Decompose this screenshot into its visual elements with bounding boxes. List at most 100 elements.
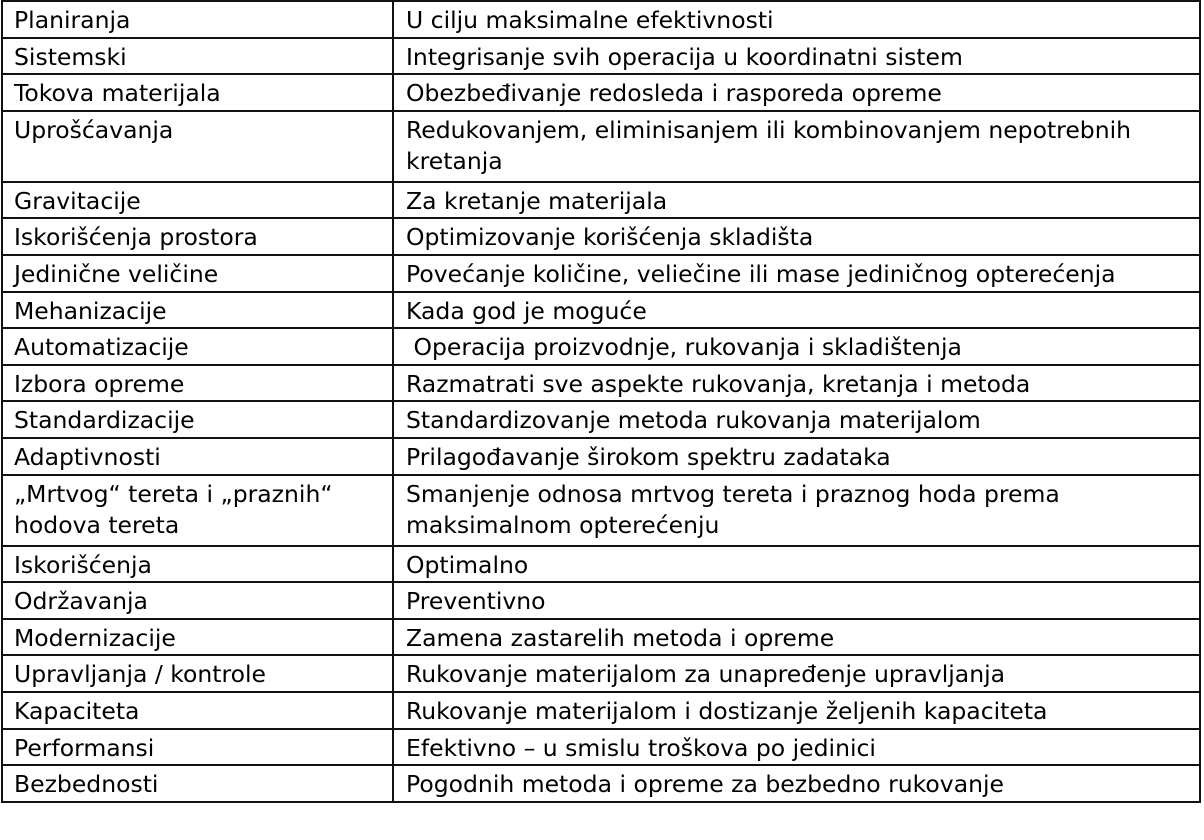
principle-cell: Sistemski xyxy=(1,36,394,76)
description-text: Zamena zastarelih metoda i opreme xyxy=(406,623,835,652)
description-cell: Razmatrati sve aspekte rukovanja, kretan… xyxy=(392,363,1201,403)
principle-cell: Planiranja xyxy=(1,0,394,39)
table-row: Mehanizacije Kada god je moguće xyxy=(1,290,1201,330)
principle-cell: „Mrtvog“ tereta i „praznih“ hodova teret… xyxy=(1,473,394,547)
description-cell: Pogodnih metoda i opreme za bezbedno ruk… xyxy=(392,764,1201,803)
description-cell: Efektivno – u smislu troškova po jedinic… xyxy=(392,727,1201,767)
table-row: Performansi Efektivno – u smislu troškova… xyxy=(1,727,1201,767)
table-row: Uprošćavanja Redukovanjem, eliminisanjem … xyxy=(1,109,1201,183)
principle-cell: Bezbednosti xyxy=(1,764,394,803)
description-text: Integrisanje svih operacija u koordinatn… xyxy=(406,42,963,71)
description-cell: Rukovanje materijalom za unapređenje upr… xyxy=(392,654,1201,693)
principle-cell: Automatizacije xyxy=(1,327,394,366)
table-row: Planiranja U cilju maksimalne efektivnost… xyxy=(1,0,1201,39)
table-row: Održavanja Preventivno xyxy=(1,581,1201,620)
description-cell: Za kretanje materijala xyxy=(392,180,1201,220)
description-cell: Integrisanje svih operacija u koordinatn… xyxy=(392,36,1201,76)
description-text: Povećanje količine, veliečine ili mase j… xyxy=(406,259,1116,288)
principle-cell: Jedinične veličine xyxy=(1,253,394,293)
principle-text: Kapaciteta xyxy=(14,696,140,725)
table-row: Upravljanja / kontrole Rukovanje materija… xyxy=(1,654,1201,693)
description-text: Pogodnih metoda i opreme za bezbedno ruk… xyxy=(406,770,1004,799)
principle-text: Gravitacije xyxy=(14,186,141,215)
description-cell: Optimalno xyxy=(392,544,1201,584)
table-row: Iskorišćenja Optimalno xyxy=(1,544,1201,584)
principle-text: Automatizacije xyxy=(14,333,189,362)
principle-text: Planiranja xyxy=(14,6,131,34)
description-text: Redukovanjem, eliminisanjem ili kombinov… xyxy=(406,115,1139,175)
description-text: U cilju maksimalne efektivnosti xyxy=(406,6,774,34)
principle-text: Uprošćavanja xyxy=(14,115,174,144)
description-text: Razmatrati sve aspekte rukovanja, kretan… xyxy=(406,369,1031,398)
description-cell: Operacija proizvodnje, rukovanja i sklad… xyxy=(392,327,1201,366)
table-row: Standardizacije Standardizovanje metoda r… xyxy=(1,400,1201,439)
principle-text: Modernizacije xyxy=(14,623,176,652)
description-text: Prilagođavanje širokom spektru zadataka xyxy=(406,442,891,471)
description-text: Smanjenje odnosa mrtvog tereta i praznog… xyxy=(406,479,1068,539)
description-cell: Rukovanje materijalom i dostizanje želje… xyxy=(392,690,1201,730)
principle-text: Mehanizacije xyxy=(14,296,167,325)
principle-text: Standardizacije xyxy=(14,406,195,435)
principles-table: Planiranja U cilju maksimalne efektivnost… xyxy=(1,0,1201,803)
description-text: Obezbeđivanje redosleda i rasporeda opre… xyxy=(406,79,942,108)
description-text: Optimalno xyxy=(406,550,529,579)
principle-cell: Modernizacije xyxy=(1,617,394,657)
table-row: Sistemski Integrisanje svih operacija u k… xyxy=(1,36,1201,76)
description-text: Rukovanje materijalom i dostizanje želje… xyxy=(406,696,1048,725)
description-text: Rukovanje materijalom za unapređenje upr… xyxy=(406,660,1006,689)
principle-text: Sistemski xyxy=(14,42,127,71)
table-row: Iskorišćenja prostora Optimizovanje koriš… xyxy=(1,217,1201,256)
table-row: Modernizacije Zamena zastarelih metoda i … xyxy=(1,617,1201,657)
description-text: Kada god je moguće xyxy=(406,296,647,325)
principle-cell: Kapaciteta xyxy=(1,690,394,730)
description-text: Efektivno – u smislu troškova po jedinic… xyxy=(406,733,876,762)
principle-text: Iskorišćenja prostora xyxy=(14,223,258,252)
principle-cell: Tokova materijala xyxy=(1,73,394,112)
description-text: Operacija proizvodnje, rukovanja i sklad… xyxy=(406,333,962,362)
description-cell: Smanjenje odnosa mrtvog tereta i praznog… xyxy=(392,473,1201,547)
principle-cell: Adaptivnosti xyxy=(1,436,394,476)
principle-cell: Iskorišćenja prostora xyxy=(1,217,394,256)
principle-cell: Standardizacije xyxy=(1,400,394,439)
principle-cell: Gravitacije xyxy=(1,180,394,220)
principle-cell: Održavanja xyxy=(1,581,394,620)
description-text: Za kretanje materijala xyxy=(406,186,668,215)
description-cell: Povećanje količine, veliečine ili mase j… xyxy=(392,253,1201,293)
principle-text: Bezbednosti xyxy=(14,770,159,799)
description-text: Optimizovanje korišćenja skladišta xyxy=(406,223,814,252)
description-cell: Preventivno xyxy=(392,581,1201,620)
principle-cell: Izbora opreme xyxy=(1,363,394,403)
principle-cell: Iskorišćenja xyxy=(1,544,394,584)
table-row: Izbora opreme Razmatrati sve aspekte ruko… xyxy=(1,363,1201,403)
principle-text: Jedinične veličine xyxy=(14,259,219,288)
principle-text: Izbora opreme xyxy=(14,369,185,398)
table-row: Gravitacije Za kretanje materijala xyxy=(1,180,1201,220)
principle-text: Performansi xyxy=(14,733,155,762)
table-row: „Mrtvog“ tereta i „praznih“ hodova teret… xyxy=(1,473,1201,547)
description-cell: Prilagođavanje širokom spektru zadataka xyxy=(392,436,1201,476)
principle-text: Adaptivnosti xyxy=(14,442,161,471)
table-row: Jedinične veličine Povećanje količine, ve… xyxy=(1,253,1201,293)
table-row: Automatizacije Operacija proizvodnje, ru… xyxy=(1,327,1201,366)
principle-text: Upravljanja / kontrole xyxy=(14,660,266,689)
principle-text: Tokova materijala xyxy=(14,79,221,108)
principle-cell: Upravljanja / kontrole xyxy=(1,654,394,693)
description-cell: Kada god je moguće xyxy=(392,290,1201,330)
description-cell: Optimizovanje korišćenja skladišta xyxy=(392,217,1201,256)
table-row: Bezbednosti Pogodnih metoda i opreme za b… xyxy=(1,764,1201,803)
description-text: Preventivno xyxy=(406,587,546,616)
principle-text: Iskorišćenja xyxy=(14,550,152,579)
principle-cell: Mehanizacije xyxy=(1,290,394,330)
table-row: Kapaciteta Rukovanje materijalom i dostiz… xyxy=(1,690,1201,730)
description-cell: Redukovanjem, eliminisanjem ili kombinov… xyxy=(392,109,1201,183)
description-cell: Obezbeđivanje redosleda i rasporeda opre… xyxy=(392,73,1201,112)
description-cell: U cilju maksimalne efektivnosti xyxy=(392,0,1201,39)
principle-cell: Performansi xyxy=(1,727,394,767)
description-cell: Standardizovanje metoda rukovanja materi… xyxy=(392,400,1201,439)
principle-cell: Uprošćavanja xyxy=(1,109,394,183)
description-text: Standardizovanje metoda rukovanja materi… xyxy=(406,406,981,435)
table-row: Tokova materijala Obezbeđivanje redosleda… xyxy=(1,73,1201,112)
table-row: Adaptivnosti Prilagođavanje širokom spekt… xyxy=(1,436,1201,476)
principle-text: Održavanja xyxy=(14,587,148,616)
description-cell: Zamena zastarelih metoda i opreme xyxy=(392,617,1201,657)
